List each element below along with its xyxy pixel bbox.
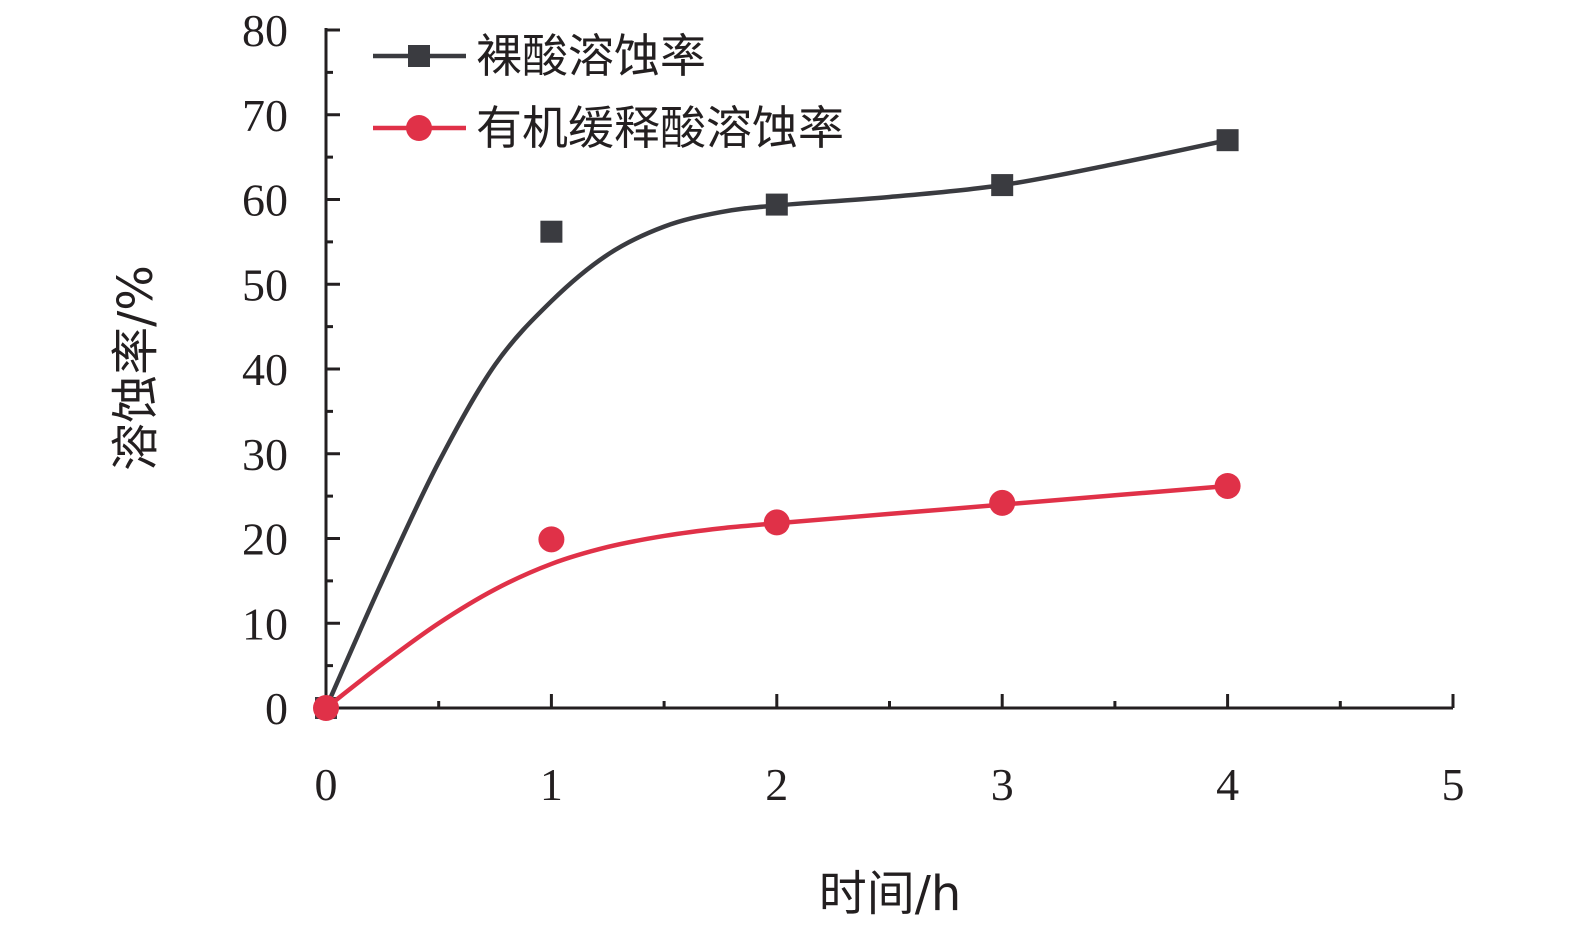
series-2-point [763,509,790,536]
series-1 [315,129,1239,719]
x-tick-label: 3 [991,759,1014,810]
legend-entry-2: 有机缓释酸溶蚀率 [373,101,844,155]
y-tick-label: 10 [242,598,288,649]
x-tick-label: 1 [540,759,563,810]
y-tick-label: 70 [242,90,288,141]
axes: 0 10 20 30 40 50 60 70 80 0 1 2 3 4 5 [242,5,1465,810]
series-1-point [765,193,788,216]
x-tick-label: 0 [315,759,338,810]
legend-marker [408,45,430,67]
x-tick-label: 2 [765,759,788,810]
y-tick-label: 50 [242,259,288,310]
y-tick-label: 80 [242,5,288,56]
series-layer [313,129,1241,721]
series-2-point [538,526,565,553]
y-axis-title: 溶蚀率/% [108,265,164,471]
series-2 [313,472,1241,721]
legend-label: 裸酸溶蚀率 [476,29,706,83]
y-tick-label: 20 [242,514,288,565]
series-1-point [540,220,563,243]
legend-marker [406,115,432,141]
y-tick-label: 0 [265,683,288,734]
series-2-point [989,489,1016,516]
legend-label: 有机缓释酸溶蚀率 [476,101,844,155]
legend-entry-1: 裸酸溶蚀率 [373,29,706,83]
series-2-point [1214,472,1241,499]
y-tick-label: 60 [242,175,288,226]
x-tick-label: 4 [1216,759,1239,810]
series-1-point [991,174,1014,197]
y-tick-label: 30 [242,429,288,480]
series-2-fit-line [324,483,1228,710]
x-axis-title: 时间/h [819,866,962,922]
series-1-point [1216,129,1239,152]
series-2-point [313,695,339,721]
series-1-fit-line [323,137,1229,709]
x-tick-label: 5 [1442,759,1465,810]
y-tick-label: 40 [242,344,288,395]
